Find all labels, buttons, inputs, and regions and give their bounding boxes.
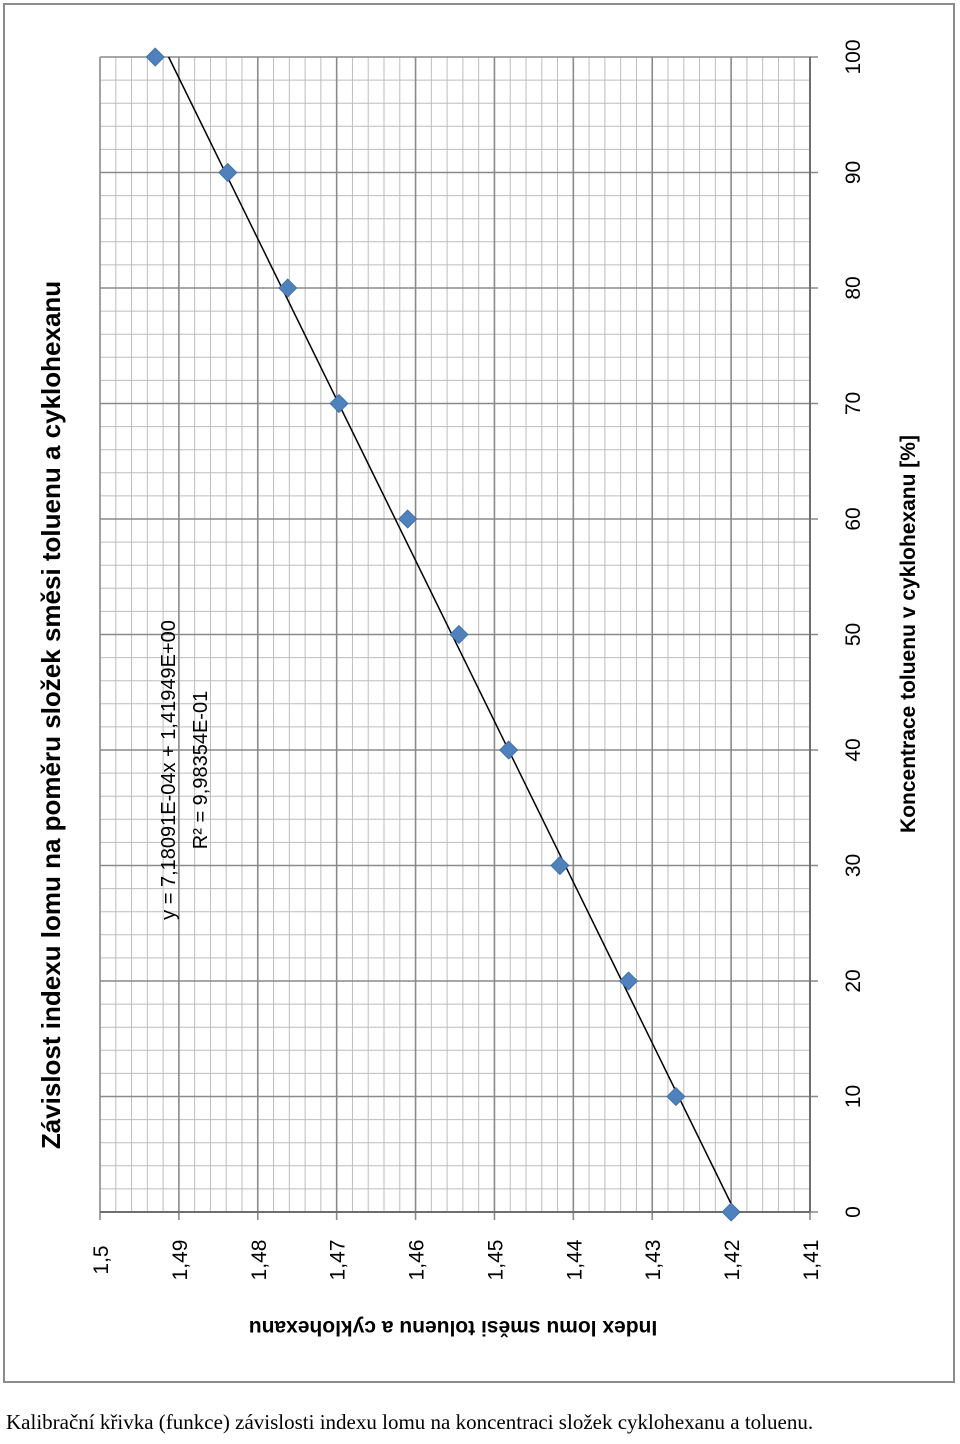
x-tick-label: 40 [842, 738, 865, 761]
y-tick-label: 1,5 [90, 1245, 113, 1274]
data-points [145, 47, 741, 1222]
x-tick-label: 100 [842, 39, 865, 74]
y-tick-labels: 1,41 1,42 1,43 1,44 1,45 1,46 1,47 1,48 1,49 1,5 [90, 1239, 823, 1280]
y-tick-label: 1,42 [721, 1240, 744, 1281]
x-tick-label: 10 [842, 1085, 865, 1108]
data-point [550, 855, 570, 876]
data-point [499, 740, 519, 760]
x-tick-label: 0 [842, 1206, 865, 1218]
axes [100, 57, 811, 1213]
trendline-r-squared: R² = 9,98354E-01 [190, 691, 212, 849]
x-tick-label: 90 [842, 161, 865, 184]
y-tick-label: 1,46 [406, 1240, 429, 1281]
data-point [449, 624, 469, 645]
data-point [145, 47, 165, 67]
x-axis-label: Koncentrace toluenu v cyklohexanu [%] [897, 435, 920, 833]
trendline-equation: y = 7,18091E-04x + 1,41949E+00 [158, 620, 180, 920]
y-tick-label: 1,43 [642, 1240, 665, 1281]
x-tick-label: 60 [842, 507, 865, 530]
data-point [618, 971, 639, 991]
data-point [329, 393, 349, 414]
data-point [666, 1086, 686, 1107]
x-tick-label: 80 [842, 276, 865, 299]
figure-caption: Kalibrační křivka (funkce) závislosti in… [6, 1410, 814, 1434]
y-tick-label: 1,41 [800, 1240, 823, 1281]
y-tick-label: 1,45 [484, 1240, 507, 1281]
y-tick-label: 1,47 [327, 1240, 350, 1281]
data-point [398, 509, 418, 529]
y-tick-label: 1,48 [248, 1240, 271, 1281]
x-tick-label: 20 [842, 969, 865, 992]
x-tick-label: 70 [842, 392, 865, 415]
chart-title: Závislost indexu lomu na poměru složek s… [36, 281, 66, 1149]
y-axis-label: Index lomu směsi toluenu a cyklohexanu [249, 1316, 657, 1339]
data-point [278, 278, 298, 298]
x-tick-labels: 0 10 20 30 40 50 60 70 80 90 100 [842, 39, 865, 1217]
x-tick-label: 50 [842, 623, 865, 646]
x-tick-label: 30 [842, 854, 865, 877]
y-tick-label: 1,49 [169, 1240, 192, 1281]
data-point [218, 162, 238, 183]
data-point [721, 1202, 741, 1222]
y-tick-label: 1,44 [563, 1239, 586, 1280]
